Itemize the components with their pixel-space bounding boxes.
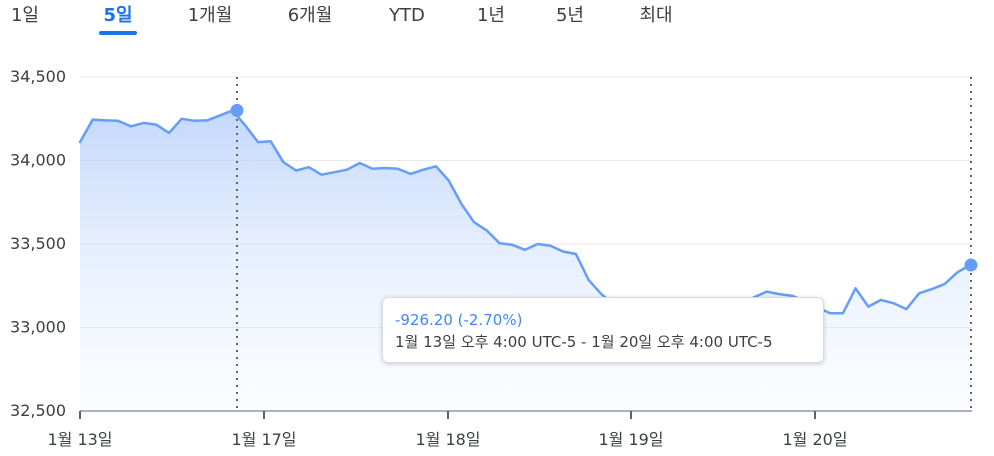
selection-end-point [964,258,978,272]
x-tick-label: 1월 17일 [231,430,296,449]
x-tick-label: 1월 19일 [598,430,663,449]
tab-1y[interactable]: 1년 [476,5,505,26]
tab-max[interactable]: 최대 [639,5,673,26]
selection-tooltip: -926.20 (-2.70%) 1월 13일 오후 4:00 UTC-5 - … [382,297,824,363]
tab-5d[interactable]: 5일 [99,2,137,35]
y-tick-label: 33,500 [10,234,66,253]
active-tab-underline [99,31,137,35]
tab-5y[interactable]: 5년 [555,5,584,26]
y-tick-label: 34,500 [10,67,66,86]
tab-ytd[interactable]: YTD [389,5,425,26]
y-tick-label: 32,500 [10,401,66,420]
series-area [80,110,970,412]
tab-1d[interactable]: 1일 [10,5,39,26]
tab-1m[interactable]: 1개월 [187,5,233,26]
y-tick-label: 34,000 [10,151,66,170]
x-tick-label: 1월 18일 [415,430,480,449]
tooltip-change: -926.20 (-2.70%) [395,311,523,329]
tab-6m[interactable]: 6개월 [287,5,333,26]
x-tick-label: 1월 20일 [782,430,847,449]
x-tick-label: 1월 13일 [47,430,112,449]
y-tick-label: 33,000 [10,318,66,337]
range-tabs: 1일 5일 1개월 6개월 YTD 1년 5년 최대 [0,0,994,40]
selection-start-point [230,103,244,117]
tooltip-period: 1월 13일 오후 4:00 UTC-5 - 1월 20일 오후 4:00 UT… [395,333,773,351]
